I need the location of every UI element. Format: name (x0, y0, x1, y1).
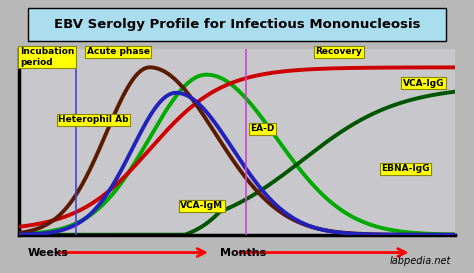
Text: Acute phase: Acute phase (87, 47, 150, 56)
Text: Incubation
period: Incubation period (20, 47, 74, 67)
Text: Weeks: Weeks (27, 248, 69, 257)
Text: EA-D: EA-D (250, 124, 274, 133)
Text: Recovery: Recovery (316, 47, 362, 56)
Text: Heterophil Ab: Heterophil Ab (58, 115, 129, 124)
Text: labpedia.net: labpedia.net (389, 256, 451, 266)
FancyBboxPatch shape (28, 8, 446, 41)
Text: VCA-IgG: VCA-IgG (403, 79, 444, 88)
Text: EBV Serolgy Profile for Infectious Mononucleosis: EBV Serolgy Profile for Infectious Monon… (54, 18, 420, 31)
Text: VCA-IgM: VCA-IgM (180, 201, 223, 210)
Text: EBNA-IgG: EBNA-IgG (381, 164, 429, 173)
Text: Months: Months (219, 248, 266, 257)
